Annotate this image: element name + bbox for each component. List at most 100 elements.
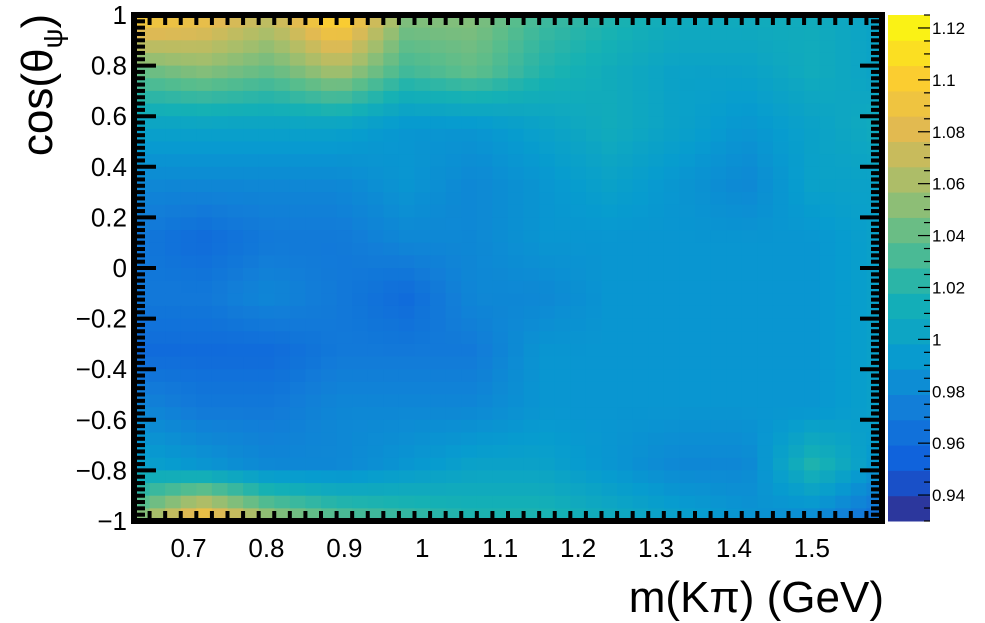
- heatmap-cell: [710, 407, 727, 421]
- heatmap-cell: [383, 432, 400, 446]
- heatmap-cell: [258, 331, 275, 345]
- heatmap-cell: [554, 192, 571, 206]
- heatmap-cell: [165, 419, 182, 434]
- heatmap-cell: [835, 255, 852, 269]
- heatmap-cell: [305, 242, 322, 256]
- heatmap-cell: [710, 15, 727, 29]
- heatmap-cell: [726, 280, 743, 294]
- heatmap-cell: [710, 217, 727, 231]
- heatmap-cell: [461, 280, 478, 294]
- heatmap-cell: [554, 154, 571, 168]
- heatmap-cell: [196, 419, 213, 434]
- heatmap-cell: [585, 27, 603, 41]
- heatmap-cell: [461, 407, 478, 421]
- heatmap-cell: [476, 483, 494, 497]
- heatmap-cell: [165, 52, 182, 67]
- heatmap-cell: [461, 179, 478, 193]
- heatmap-cell: [663, 166, 681, 181]
- heatmap-cell: [819, 343, 836, 358]
- heatmap-cell: [352, 179, 369, 193]
- heatmap-cell: [149, 15, 166, 29]
- heatmap-cell: [632, 280, 649, 294]
- heatmap-cell: [757, 343, 774, 358]
- heatmap-cell: [258, 217, 275, 231]
- heatmap-cell: [695, 369, 712, 383]
- heatmap-cell: [508, 394, 525, 408]
- x-tick-label: 1.1: [482, 533, 518, 563]
- heatmap-cell: [445, 419, 462, 434]
- heatmap-cell: [508, 495, 525, 509]
- heatmap-cell: [679, 457, 696, 471]
- heatmap-cell: [570, 305, 587, 320]
- heatmap-cell: [570, 40, 587, 54]
- heatmap-cell: [679, 154, 696, 168]
- heatmap-cell: [585, 103, 603, 117]
- heatmap-cell: [772, 255, 790, 269]
- heatmap-cell: [461, 78, 478, 92]
- heatmap-cell: [757, 445, 774, 459]
- heatmap-cell: [211, 179, 229, 193]
- heatmap-cell: [741, 331, 758, 345]
- heatmap-cell: [383, 141, 400, 155]
- heatmap-cell: [383, 318, 400, 332]
- heatmap-cell: [367, 27, 384, 41]
- heatmap-cell: [835, 457, 852, 471]
- heatmap-cell: [165, 356, 182, 370]
- heatmap-cell: [539, 255, 556, 269]
- x-axis-title: m(Kπ) (GeV): [629, 573, 884, 622]
- heatmap-cell: [492, 268, 509, 282]
- heatmap-cell: [149, 280, 166, 294]
- heatmap-cell: [445, 242, 462, 256]
- heatmap-cell: [258, 128, 275, 143]
- heatmap-cell: [539, 15, 556, 29]
- heatmap-cell: [227, 305, 244, 320]
- heatmap-cell: [523, 65, 540, 79]
- heatmap-cell: [850, 369, 868, 383]
- heatmap-cell: [367, 52, 384, 67]
- heatmap-cell: [430, 52, 447, 67]
- heatmap-cell: [601, 192, 618, 206]
- heatmap-cell: [663, 78, 681, 92]
- heatmap-cell: [772, 457, 790, 471]
- heatmap-cell: [196, 103, 213, 117]
- heatmap-cell: [445, 381, 462, 396]
- heatmap-cell: [165, 128, 182, 143]
- heatmap-cell: [601, 255, 618, 269]
- heatmap-cell: [243, 204, 260, 218]
- heatmap-cell: [663, 179, 681, 193]
- heatmap-cell: [336, 90, 353, 105]
- heatmap-cell: [819, 483, 836, 497]
- heatmap-cell: [196, 331, 213, 345]
- heatmap-cell: [149, 65, 166, 79]
- heatmap-cell: [336, 331, 353, 345]
- heatmap-cell: [585, 242, 603, 256]
- heatmap-cell: [819, 179, 836, 193]
- heatmap-cell: [461, 470, 478, 484]
- heatmap-cell: [648, 293, 665, 307]
- heatmap-cell: [648, 204, 665, 218]
- colorbar-tick-label: 1: [932, 330, 941, 349]
- heatmap-cell: [585, 141, 603, 155]
- heatmap-cell: [445, 318, 462, 332]
- heatmap-cell: [445, 407, 462, 421]
- heatmap-cell: [367, 369, 384, 383]
- heatmap-cell: [336, 432, 353, 446]
- heatmap-cell: [835, 242, 852, 256]
- heatmap-cell: [632, 65, 649, 79]
- heatmap-cell: [414, 457, 431, 471]
- heatmap-cell: [180, 204, 197, 218]
- heatmap-cell: [710, 369, 727, 383]
- heatmap-cell: [523, 230, 540, 244]
- heatmap-cell: [601, 116, 618, 130]
- heatmap-cell: [367, 15, 384, 29]
- heatmap-cell: [632, 141, 649, 155]
- heatmap-cell: [695, 457, 712, 471]
- heatmap-cell: [741, 470, 758, 484]
- heatmap-cell: [648, 483, 665, 497]
- heatmap-cell: [850, 255, 868, 269]
- heatmap-cell: [336, 204, 353, 218]
- heatmap-cell: [585, 65, 603, 79]
- heatmap-cell: [695, 305, 712, 320]
- heatmap-cell: [632, 90, 649, 105]
- heatmap-cell: [274, 116, 291, 130]
